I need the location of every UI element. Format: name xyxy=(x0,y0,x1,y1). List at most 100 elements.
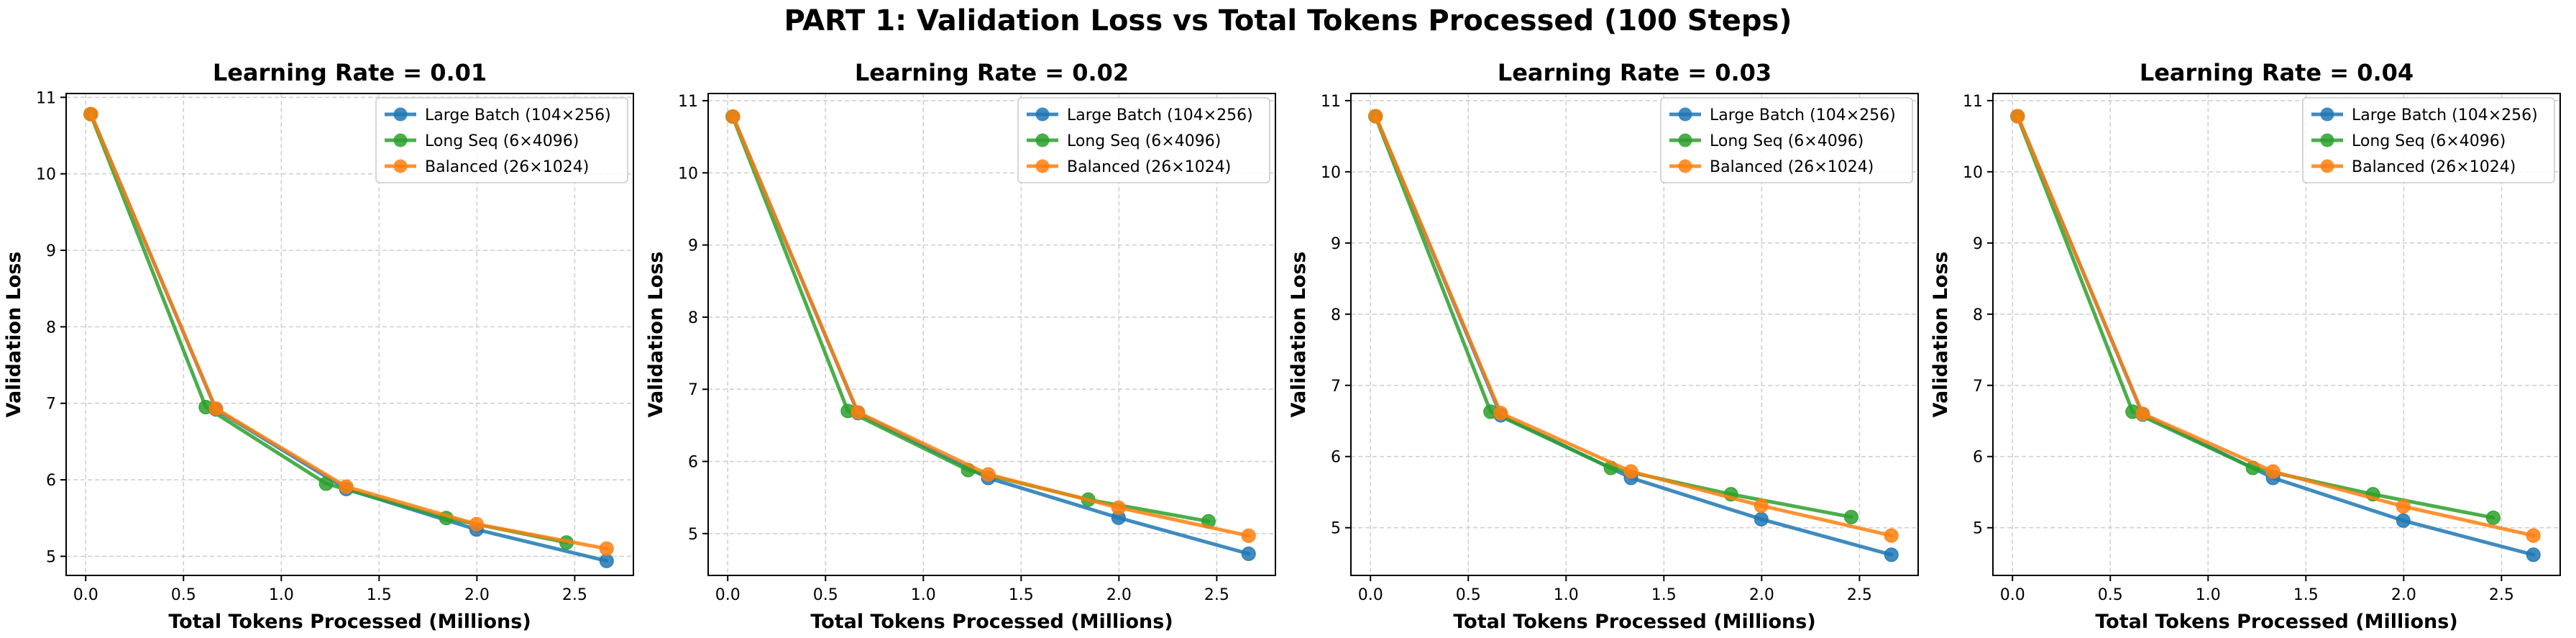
legend-marker xyxy=(1678,159,1692,173)
x-tick-label: 1.5 xyxy=(1651,586,1677,604)
y-tick-label: 10 xyxy=(36,166,56,184)
data-point xyxy=(2135,406,2150,421)
y-tick-label: 9 xyxy=(46,242,56,260)
y-tick-label: 5 xyxy=(1331,520,1341,538)
y-tick-label: 5 xyxy=(688,526,698,544)
x-tick-label: 1.0 xyxy=(269,586,294,604)
y-tick-label: 10 xyxy=(678,165,698,183)
x-tick-label: 2.5 xyxy=(1847,586,1872,604)
y-tick-label: 6 xyxy=(46,472,56,490)
data-point xyxy=(318,476,334,491)
legend-label: Long Seq (6×4096) xyxy=(425,132,579,150)
legend-marker xyxy=(1035,159,1050,173)
x-tick-label: 2.0 xyxy=(464,586,490,604)
legend-marker xyxy=(393,159,408,173)
x-tick-label: 0.5 xyxy=(813,586,838,604)
axes-frame xyxy=(1992,93,2561,576)
y-tick-label: 7 xyxy=(688,381,698,399)
legend-label: Balanced (26×1024) xyxy=(425,158,589,176)
y-axis-label: Validation Loss xyxy=(1288,252,1310,418)
x-axis-label: Total Tokens Processed (Millions) xyxy=(1453,611,1815,633)
legend-label: Balanced (26×1024) xyxy=(1067,158,1231,176)
legend-box xyxy=(2302,97,2555,183)
data-point xyxy=(469,516,484,532)
data-point xyxy=(1623,464,1638,479)
y-tick-label: 8 xyxy=(1331,306,1341,324)
chart-panel-3: 0.0 0.5 1.0 1.5 2.0 2.5 5 6 7 8 9 10 11 Learning Rate… xyxy=(1288,59,1919,633)
x-tick-label: 2.5 xyxy=(562,586,587,604)
data-point xyxy=(851,405,866,420)
legend-label: Long Seq (6×4096) xyxy=(1067,132,1221,150)
y-tick-label: 8 xyxy=(688,309,698,327)
chart-title: Learning Rate = 0.04 xyxy=(2140,59,2414,86)
y-tick-label: 8 xyxy=(1973,306,1983,324)
data-point xyxy=(1368,109,1383,124)
legend-label: Balanced (26×1024) xyxy=(1710,158,1874,176)
legend-label: Long Seq (6×4096) xyxy=(2352,132,2506,150)
y-tick-label: 6 xyxy=(1331,449,1341,467)
y-tick-label: 11 xyxy=(1963,93,1983,111)
legend-marker xyxy=(2320,133,2334,147)
x-tick-label: 1.5 xyxy=(1009,586,1034,604)
y-tick-label: 9 xyxy=(1973,235,1983,253)
y-axis-label: Validation Loss xyxy=(1930,252,1952,418)
data-point xyxy=(2485,510,2501,525)
x-tick-label: 1.0 xyxy=(911,586,936,604)
x-tick-label: 0.0 xyxy=(1358,586,1383,604)
figure-title: PART 1: Validation Loss vs Total Tokens … xyxy=(784,4,1792,37)
chart-title: Learning Rate = 0.02 xyxy=(855,59,1129,86)
x-tick-label: 2.5 xyxy=(2489,586,2514,604)
legend-marker xyxy=(1035,133,1050,147)
data-point xyxy=(2396,513,2411,528)
y-axis-label: Validation Loss xyxy=(3,252,25,418)
y-axis-label: Validation Loss xyxy=(645,252,667,418)
x-tick-label: 1.5 xyxy=(2293,586,2319,604)
data-point xyxy=(83,106,98,122)
x-tick-label: 0.5 xyxy=(1456,586,1481,604)
data-point xyxy=(1843,509,1858,524)
y-tick-label: 7 xyxy=(1973,378,1983,396)
data-point xyxy=(1754,511,1769,527)
data-point xyxy=(2526,528,2541,543)
data-point xyxy=(1884,528,1899,543)
y-tick-label: 8 xyxy=(46,319,56,337)
x-axis-label: Total Tokens Processed (Millions) xyxy=(2095,611,2457,633)
data-point xyxy=(1241,528,1256,543)
y-tick-label: 11 xyxy=(36,89,56,107)
chart-title: Learning Rate = 0.03 xyxy=(1498,59,1771,86)
chart-panel-4: 0.0 0.5 1.0 1.5 2.0 2.5 5 6 7 8 9 10 11 Learning Rate… xyxy=(1930,59,2561,633)
data-point xyxy=(2396,499,2411,514)
data-point xyxy=(599,553,614,568)
y-tick-label: 10 xyxy=(1321,164,1341,182)
y-tick-label: 9 xyxy=(1331,235,1341,253)
chart-panel-2: 0.0 0.5 1.0 1.5 2.0 2.5 5 6 7 8 9 10 11 Learning Rate… xyxy=(645,59,1276,633)
data-point xyxy=(981,467,996,482)
x-tick-label: 0.0 xyxy=(715,586,741,604)
y-tick-label: 11 xyxy=(1321,93,1341,111)
y-tick-label: 5 xyxy=(46,548,56,566)
x-tick-label: 1.0 xyxy=(2196,586,2221,604)
y-tick-label: 7 xyxy=(46,396,56,414)
data-point xyxy=(2526,547,2541,562)
legend-label: Large Batch (104×256) xyxy=(2352,106,2538,124)
x-axis-label: Total Tokens Processed (Millions) xyxy=(810,611,1173,633)
x-tick-label: 1.5 xyxy=(367,586,392,604)
data-point xyxy=(339,479,354,494)
x-tick-label: 0.5 xyxy=(171,586,196,604)
legend-label: Long Seq (6×4096) xyxy=(1710,132,1864,150)
x-tick-label: 2.0 xyxy=(1106,586,1132,604)
x-tick-label: 1.0 xyxy=(1554,586,1579,604)
legend-marker xyxy=(2320,159,2334,173)
x-tick-label: 0.0 xyxy=(73,586,98,604)
data-point xyxy=(599,541,614,556)
axes-frame xyxy=(1350,93,1919,576)
data-point xyxy=(2265,464,2281,479)
legend-box xyxy=(1017,97,1270,183)
legend-label: Large Batch (104×256) xyxy=(1710,106,1896,124)
data-point xyxy=(1754,498,1769,514)
chart-panel-1: 0.0 0.5 1.0 1.5 2.0 2.5 5 6 7 8 9 10 11 Learning Rate… xyxy=(3,59,634,633)
legend-label: Balanced (26×1024) xyxy=(2352,158,2516,176)
data-point xyxy=(725,109,741,124)
y-tick-label: 6 xyxy=(1973,449,1983,467)
